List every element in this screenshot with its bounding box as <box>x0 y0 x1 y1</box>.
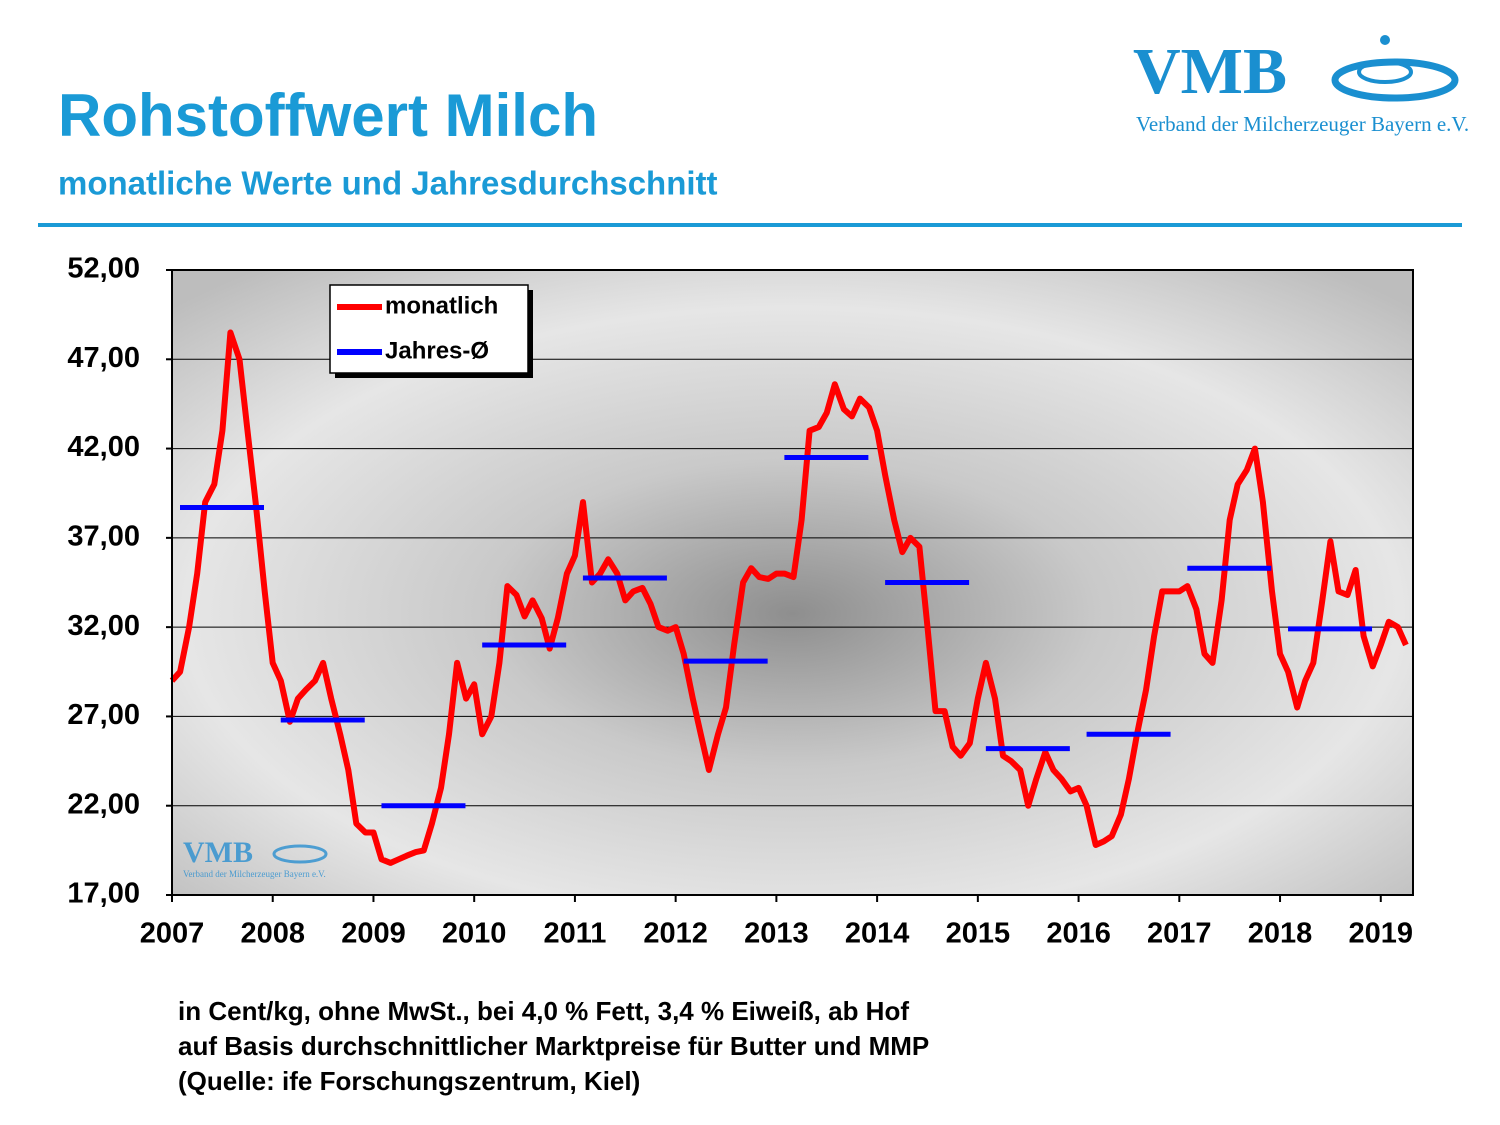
x-tick-label: 2007 <box>140 918 205 950</box>
plot-frame <box>171 269 1414 896</box>
y-tick-label: 27,00 <box>67 699 140 731</box>
x-tick-label: 2009 <box>341 918 406 950</box>
x-tick-label: 2010 <box>442 918 507 950</box>
legend: monatlich Jahres-Ø <box>329 284 533 378</box>
x-tick-label: 2008 <box>240 918 305 950</box>
logo-caption: Verband der Milcherzeuger Bayern e.V. <box>1136 112 1469 136</box>
x-tick-label: 2018 <box>1248 918 1313 950</box>
legend-box <box>329 284 529 374</box>
footnotes: in Cent/kg, ohne MwSt., bei 4,0 % Fett, … <box>178 996 929 1096</box>
y-tick-label: 17,00 <box>67 878 140 910</box>
subtitle: monatliche Werte und Jahresdurchschnitt <box>58 165 718 202</box>
logo-drop <box>1380 35 1390 45</box>
y-tick-label: 37,00 <box>67 521 140 553</box>
x-tick-label: 2015 <box>946 918 1011 950</box>
x-tick-label: 2013 <box>744 918 809 950</box>
y-tick-label: 47,00 <box>67 342 140 374</box>
y-tick-label: 32,00 <box>67 610 140 642</box>
legend-label: Jahres-Ø <box>385 337 489 364</box>
footnote: in Cent/kg, ohne MwSt., bei 4,0 % Fett, … <box>178 996 909 1026</box>
watermark-logo: VMB Verband der Milcherzeuger Bayern e.V… <box>183 836 328 879</box>
footnote: auf Basis durchschnittlicher Marktpreise… <box>178 1031 929 1061</box>
x-tick-label: 2011 <box>543 918 606 950</box>
logo: VMB Verband der Milcherzeuger Bayern e.V… <box>1133 35 1469 136</box>
plot <box>169 329 1409 866</box>
logo-swirl <box>1357 60 1413 84</box>
x-tick-label: 2014 <box>845 918 910 950</box>
x-tick-label: 2012 <box>643 918 708 950</box>
y-tick-label: 22,00 <box>67 788 140 820</box>
watermark-text: VMB <box>183 836 253 869</box>
monthly-line <box>169 329 1409 866</box>
footnote: (Quelle: ife Forschungszentrum, Kiel) <box>178 1066 640 1096</box>
y-tick-label: 52,00 <box>67 253 140 285</box>
watermark-caption: Verband der Milcherzeuger Bayern e.V. <box>183 869 326 879</box>
title: Rohstoffwert Milch <box>58 82 598 149</box>
x-tick-label: 2019 <box>1349 918 1414 950</box>
logo-text: VMB <box>1133 35 1287 108</box>
y-tick-label: 42,00 <box>67 431 140 463</box>
x-tick-label: 2016 <box>1046 918 1111 950</box>
watermark-swirl <box>272 844 328 864</box>
legend-label: monatlich <box>385 292 498 319</box>
x-tick-label: 2017 <box>1147 918 1212 950</box>
